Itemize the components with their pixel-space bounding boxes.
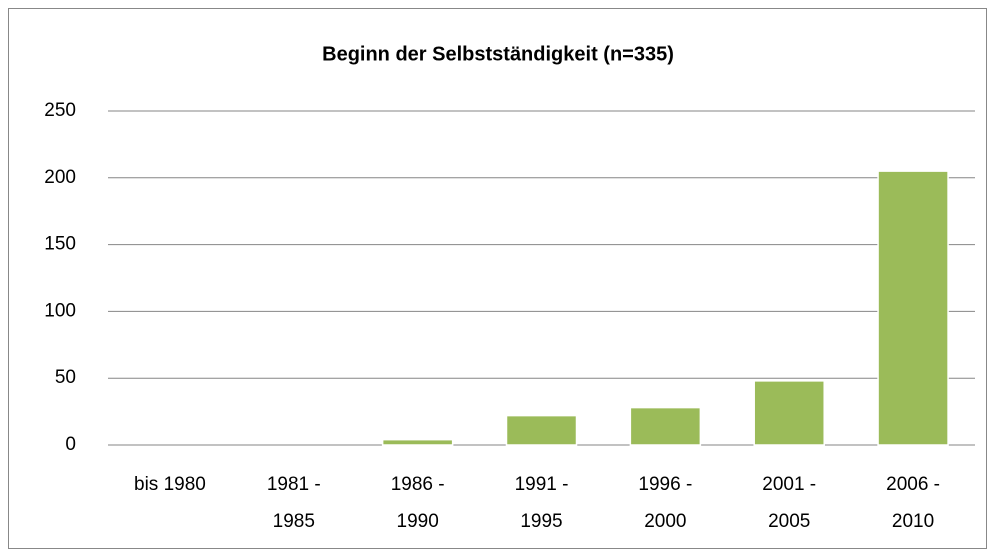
bar <box>753 380 825 446</box>
chart-frame <box>8 8 987 549</box>
y-tick-label: 150 <box>44 234 76 255</box>
y-tick-label: 50 <box>55 367 76 388</box>
x-tick-label: 1996 - 2000 <box>638 474 693 532</box>
bar <box>505 414 578 446</box>
chart-title: Beginn der Selbstständigkeit (n=335) <box>322 43 674 65</box>
bar <box>381 438 454 446</box>
x-tick-label: bis 1980 <box>134 474 206 495</box>
x-tick-label: 1981 - 1985 <box>266 474 321 532</box>
y-tick-label: 100 <box>44 300 76 321</box>
y-tick-label: 250 <box>44 100 76 121</box>
x-tick-label: 2001 - 2005 <box>762 474 817 532</box>
x-tick-label: 1991 - 1995 <box>514 474 569 532</box>
y-tick-label: 0 <box>65 434 76 455</box>
x-tick-label: 1986 - 1990 <box>390 474 445 532</box>
bar <box>629 406 702 446</box>
x-tick-label: 2006 - 2010 <box>886 474 940 532</box>
bar <box>877 170 949 446</box>
y-tick-label: 200 <box>44 167 76 188</box>
